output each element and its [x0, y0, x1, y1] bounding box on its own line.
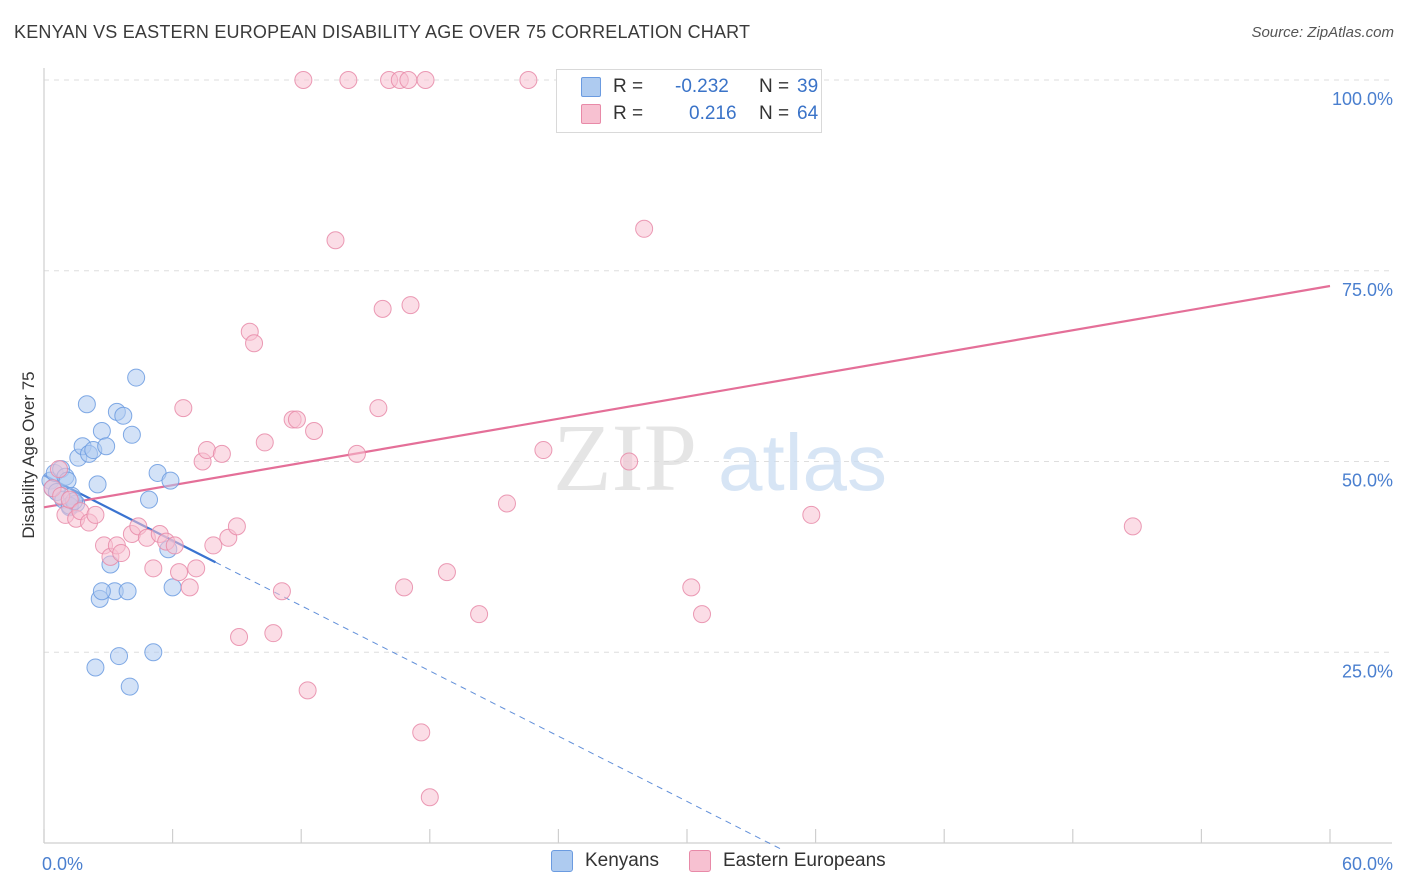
- legend-n-label: N =: [759, 76, 790, 97]
- data-point-eastern-europeans: [230, 627, 249, 646]
- data-point-eastern-europeans: [399, 71, 418, 89]
- data-point-eastern-europeans: [170, 563, 189, 582]
- data-point-eastern-europeans: [373, 299, 392, 318]
- watermark: ZIP atlas: [553, 404, 887, 511]
- data-point-kenyans: [86, 658, 105, 677]
- series-label-kenyans: Kenyans: [585, 850, 659, 871]
- data-points: [41, 71, 1142, 807]
- data-point-eastern-europeans: [227, 517, 246, 536]
- data-point-eastern-europeans: [298, 681, 317, 700]
- data-point-eastern-europeans: [401, 296, 420, 315]
- data-point-eastern-europeans: [497, 494, 516, 513]
- data-point-eastern-europeans: [326, 231, 345, 250]
- legend-r-label: R =: [613, 103, 644, 124]
- gridlines: [44, 79, 1392, 653]
- series-label-eastern-europeans: Eastern Europeans: [723, 850, 886, 871]
- data-point-kenyans: [92, 421, 111, 440]
- trendline-kenyans-extension: [215, 561, 784, 851]
- x-tick-label: 0.0%: [42, 854, 83, 874]
- data-point-eastern-europeans: [187, 559, 206, 578]
- legend-r-value-kenyans: -0.232: [675, 76, 729, 97]
- data-point-kenyans: [122, 425, 141, 444]
- data-point-eastern-europeans: [420, 788, 439, 807]
- chart-title: KENYAN VS EASTERN EUROPEAN DISABILITY AG…: [14, 22, 751, 42]
- data-point-kenyans: [110, 647, 129, 666]
- data-point-kenyans: [144, 643, 163, 662]
- data-point-eastern-europeans: [305, 421, 324, 440]
- series-swatch-eastern-europeans: [689, 850, 711, 872]
- watermark-atlas: atlas: [718, 418, 887, 507]
- data-point-eastern-europeans: [165, 536, 184, 555]
- trendline-eastern-europeans: [43, 284, 1331, 509]
- data-point-eastern-europeans: [470, 605, 489, 624]
- data-point-eastern-europeans: [693, 605, 712, 624]
- data-point-eastern-europeans: [682, 578, 701, 597]
- data-point-eastern-europeans: [197, 441, 216, 460]
- data-point-eastern-europeans: [255, 433, 274, 452]
- data-point-eastern-europeans: [802, 505, 821, 524]
- data-point-eastern-europeans: [347, 444, 366, 463]
- data-point-eastern-europeans: [272, 582, 291, 601]
- data-point-eastern-europeans: [395, 578, 414, 597]
- trendlines: [43, 284, 1331, 851]
- data-point-eastern-europeans: [86, 505, 105, 524]
- data-point-kenyans: [88, 475, 107, 494]
- correlation-legend: R = -0.232 N = 39 R = 0.216 N = 64: [556, 69, 822, 133]
- data-point-eastern-europeans: [369, 399, 388, 418]
- data-point-eastern-europeans: [204, 536, 223, 555]
- legend-r-value-eastern-europeans: 0.216: [689, 103, 737, 124]
- y-axis-label: Disability Age Over 75: [19, 371, 38, 538]
- legend-n-label: N =: [759, 103, 790, 124]
- y-tick-label: 75.0%: [1342, 280, 1393, 300]
- data-point-eastern-europeans: [174, 399, 193, 418]
- data-point-kenyans: [114, 406, 133, 425]
- axes: [43, 68, 1392, 844]
- data-point-eastern-europeans: [60, 490, 79, 509]
- series-legend: Kenyans Eastern Europeans: [0, 850, 1406, 878]
- legend-r-label: R =: [613, 76, 644, 97]
- legend-swatch-kenyans: [581, 77, 601, 97]
- data-point-eastern-europeans: [287, 410, 306, 429]
- data-point-kenyans: [92, 582, 111, 601]
- data-point-eastern-europeans: [416, 71, 435, 89]
- data-point-eastern-europeans: [635, 219, 654, 238]
- data-point-eastern-europeans: [50, 460, 69, 479]
- data-point-eastern-europeans: [1123, 517, 1142, 536]
- legend-swatch-eastern-europeans: [581, 104, 601, 124]
- data-point-eastern-europeans: [412, 723, 431, 742]
- data-point-kenyans: [97, 437, 116, 456]
- data-point-kenyans: [120, 677, 139, 696]
- x-tick-label: 60.0%: [1342, 854, 1393, 874]
- data-point-eastern-europeans: [212, 444, 231, 463]
- y-tick-label: 100.0%: [1332, 89, 1393, 109]
- data-point-kenyans: [163, 578, 182, 597]
- series-swatch-kenyans: [551, 850, 573, 872]
- data-point-eastern-europeans: [437, 563, 456, 582]
- data-point-eastern-europeans: [519, 71, 538, 89]
- data-point-kenyans: [118, 582, 137, 601]
- data-point-eastern-europeans: [180, 578, 199, 597]
- data-point-eastern-europeans: [112, 544, 131, 563]
- data-point-eastern-europeans: [245, 334, 264, 353]
- data-point-kenyans: [77, 395, 96, 414]
- data-point-eastern-europeans: [294, 71, 313, 89]
- data-point-kenyans: [161, 471, 180, 490]
- data-point-eastern-europeans: [144, 559, 163, 578]
- data-point-eastern-europeans: [339, 71, 358, 89]
- data-point-kenyans: [127, 368, 146, 387]
- tick-labels: 25.0% 50.0% 75.0% 100.0% 0.0% 60.0%: [42, 89, 1393, 874]
- y-tick-label: 25.0%: [1342, 661, 1393, 681]
- data-point-eastern-europeans: [620, 452, 639, 471]
- legend-n-value-eastern-europeans: 64: [797, 103, 819, 124]
- data-point-eastern-europeans: [264, 624, 283, 643]
- series-legend-eastern-europeans[interactable]: Eastern Europeans: [689, 850, 886, 872]
- chart-source: Source: ZipAtlas.com: [1251, 24, 1394, 41]
- y-tick-label: 50.0%: [1342, 471, 1393, 491]
- series-legend-kenyans[interactable]: Kenyans: [551, 850, 659, 872]
- legend-n-value-kenyans: 39: [797, 76, 819, 97]
- data-point-eastern-europeans: [534, 441, 553, 460]
- data-point-kenyans: [140, 490, 159, 509]
